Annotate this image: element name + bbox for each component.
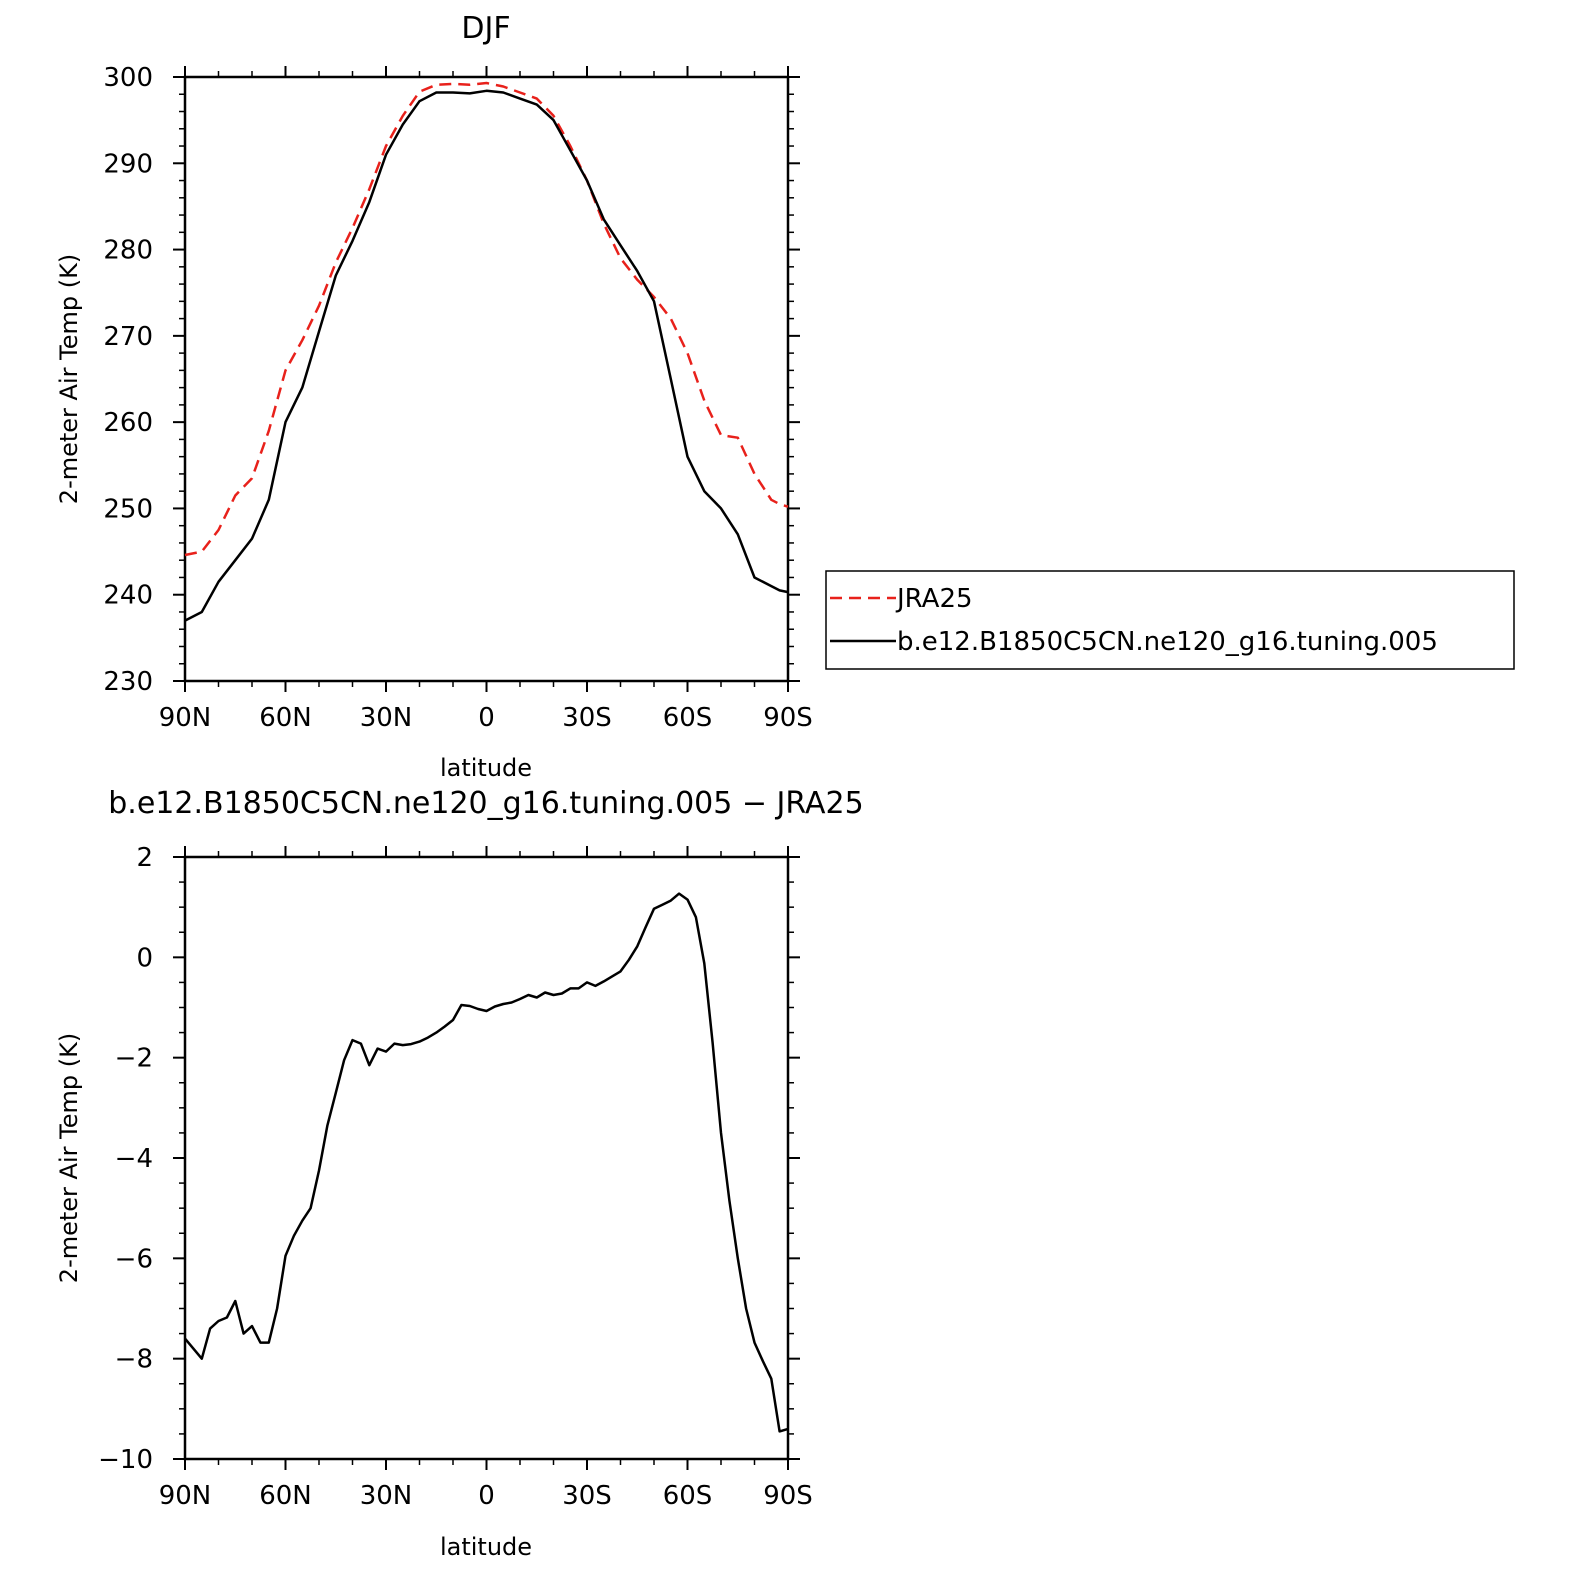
- y-tick-label: 0: [136, 943, 153, 973]
- x-tick-label: 60S: [663, 703, 713, 733]
- x-tick-label: 60N: [259, 1481, 312, 1511]
- y-tick-label: 300: [103, 63, 153, 93]
- x-tick-label: 90S: [763, 703, 813, 733]
- y-tick-label: 230: [103, 667, 153, 697]
- x-tick-label: 0: [478, 703, 495, 733]
- y-tick-label: −8: [115, 1345, 153, 1375]
- y-tick-label: 290: [103, 149, 153, 179]
- temperature-panel: DJF 90N 60N 30N 0 30S 60S 90S 300 290 280 270 260 2…: [55, 11, 813, 782]
- x-tick-label: 60S: [663, 1481, 713, 1511]
- x-tick-label: 30N: [360, 1481, 413, 1511]
- x-axis-label: latitude: [440, 1533, 532, 1561]
- difference-line: [184, 892, 789, 1433]
- y-tick-label: 270: [103, 322, 153, 352]
- difference-title: b.e12.B1850C5CN.ne120_g16.tuning.005 − J…: [108, 786, 863, 821]
- x-tick-labels: 90N 60N 30N 0 30S 60S 90S: [159, 1481, 813, 1511]
- y-tick-label: 260: [103, 408, 153, 438]
- x-tick-label: 0: [478, 1481, 495, 1511]
- tick-marks: [173, 846, 800, 1470]
- legend: JRA25 b.e12.B1850C5CN.ne120_g16.tuning.0…: [825, 570, 1515, 670]
- x-tick-label: 30N: [360, 703, 413, 733]
- y-tick-label: 2: [136, 843, 153, 873]
- x-tick-label: 90N: [159, 703, 212, 733]
- series-lines: [184, 892, 789, 1433]
- y-tick-label: 250: [103, 494, 153, 524]
- y-tick-labels: 2 0 −2 −4 −6 −8 −10: [98, 843, 153, 1475]
- x-axis-label: latitude: [440, 754, 532, 782]
- x-tick-label: 30S: [562, 1481, 612, 1511]
- x-tick-labels: 90N 60N 30N 0 30S 60S 90S: [159, 703, 813, 733]
- plot-frame: [183, 855, 790, 1461]
- y-tick-label: 240: [103, 581, 153, 611]
- x-tick-label: 90N: [159, 1481, 212, 1511]
- y-tick-label: 280: [103, 236, 153, 266]
- legend-box: [825, 570, 1515, 670]
- difference-panel: b.e12.B1850C5CN.ne120_g16.tuning.005 − J…: [55, 786, 864, 1561]
- y-tick-label: −2: [115, 1044, 153, 1074]
- series-lines: [184, 81, 789, 622]
- chart-title: DJF: [461, 11, 510, 46]
- series-line-jra25: [184, 81, 789, 557]
- x-tick-label: 60N: [259, 703, 312, 733]
- y-tick-labels: 300 290 280 270 260 250 240 230: [103, 63, 153, 697]
- legend-label-jra25: JRA25: [895, 584, 973, 614]
- tick-marks: [173, 66, 800, 692]
- series-line-model: [184, 89, 789, 622]
- x-tick-label: 90S: [763, 1481, 813, 1511]
- legend-label-model: b.e12.B1850C5CN.ne120_g16.tuning.005: [897, 627, 1438, 657]
- y-tick-label: −6: [115, 1244, 153, 1274]
- y-tick-label: −10: [98, 1445, 153, 1475]
- y-tick-label: −4: [115, 1144, 153, 1174]
- y-axis-label: 2-meter Air Temp (K): [55, 254, 83, 504]
- y-axis-label: 2-meter Air Temp (K): [55, 1033, 83, 1283]
- x-tick-label: 30S: [562, 703, 612, 733]
